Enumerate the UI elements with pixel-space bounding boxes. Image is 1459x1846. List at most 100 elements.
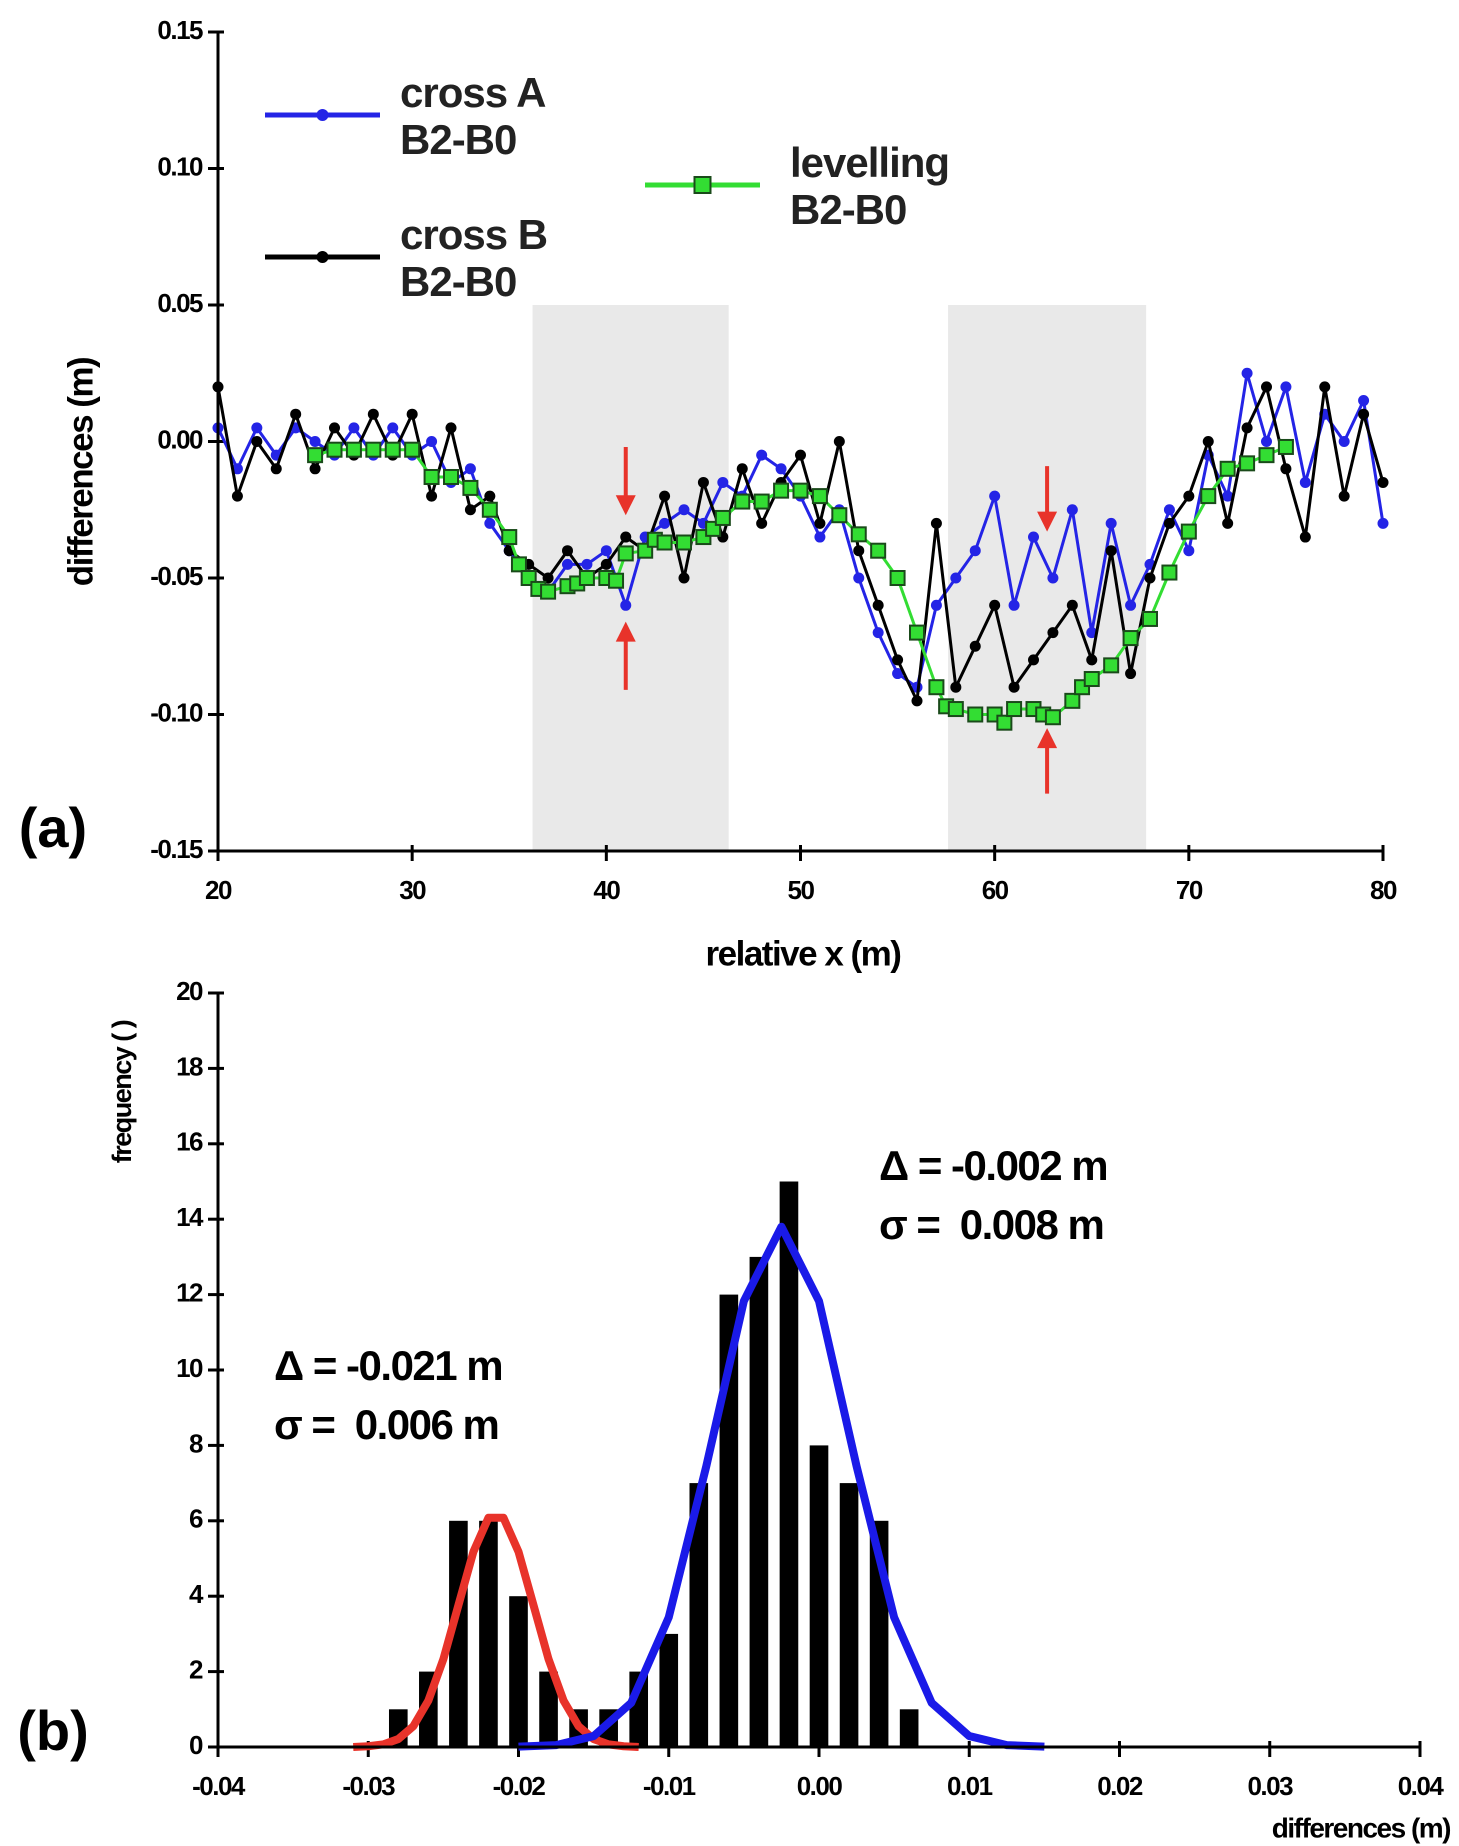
marker [251,436,263,447]
marker [1044,709,1061,726]
marker [1064,692,1081,709]
marker [540,583,557,600]
marker [676,534,692,551]
marker [1083,671,1100,688]
marker [309,436,321,447]
marker [620,599,632,611]
marker [426,436,438,447]
y-tick-label: 14 [176,1202,204,1232]
y-tick-label: 0.15 [157,15,203,45]
marker [290,408,302,420]
marker [510,556,527,573]
marker [1241,367,1253,379]
y-tick-label: 20 [176,976,203,1006]
marker [1066,504,1078,516]
marker [753,493,770,510]
histogram-bar [689,1483,709,1747]
marker [1086,654,1098,666]
marker [1105,517,1117,529]
y-tick-label: 18 [176,1051,203,1081]
histogram-bar [539,1671,558,1747]
marker [792,482,809,499]
annotation: Δ = -0.021 m [274,1342,502,1389]
histogram-bar [809,1445,829,1747]
marker [892,668,904,680]
marker [1219,460,1236,477]
marker [911,695,923,707]
marker [387,422,399,434]
x-tick-label: -0.01 [643,1771,696,1801]
marker [600,558,612,570]
shaded-region [532,305,729,851]
marker [989,599,1001,611]
marker [756,449,768,461]
marker [756,517,768,529]
y-tick-label: -0.15 [150,834,203,864]
marker [1338,436,1350,447]
series-line [216,372,1385,690]
y-tick-label: 10 [176,1353,203,1383]
marker [326,441,343,458]
x-tick-label: 40 [593,875,620,905]
marker [892,654,904,666]
marker [1358,395,1370,407]
histogram-bar [749,1256,769,1747]
marker [1299,476,1311,488]
marker [484,517,496,529]
marker [872,627,884,639]
y-axis-title: differences (m) [61,358,100,586]
x-tick-label: 70 [1176,875,1203,905]
marker [717,476,729,488]
marker [928,679,945,696]
marker [969,545,981,557]
y-tick-label: 0.05 [157,288,203,318]
y-tick-label: 12 [176,1277,203,1307]
histogram-bar [779,1181,799,1747]
arrow-head [615,621,636,642]
x-tick-label: 60 [982,875,1009,905]
x-tick-label: 0.01 [947,1771,993,1801]
marker [406,408,418,420]
marker [656,534,673,551]
marker [659,517,671,529]
marker [833,436,845,447]
y-tick-label: 6 [189,1504,203,1534]
marker [464,504,476,516]
marker [329,422,340,434]
x-axis-title: differences (m) [1272,1812,1450,1843]
marker [870,542,887,559]
marker [462,479,479,496]
marker [1008,599,1020,611]
y-tick-label: 0.10 [157,151,203,181]
marker [445,422,457,434]
fit-curve [518,1222,1045,1751]
marker [814,531,826,543]
histogram-bar [839,1483,859,1747]
marker [930,599,942,611]
marker [1183,545,1195,557]
marker [1125,599,1137,611]
legend-marker [316,251,329,263]
marker [697,476,709,488]
marker [678,504,690,516]
y-tick-label: -0.05 [150,561,203,591]
marker [307,447,324,464]
marker [345,441,362,458]
y-axis-title: frequency ( ) [107,1020,137,1163]
x-tick-label: -0.04 [192,1771,246,1801]
marker [309,463,321,475]
legend-label: cross A B2-B0 [400,69,547,163]
marker [1028,531,1039,543]
marker [367,408,379,420]
marker [1299,531,1311,543]
marker [853,572,865,584]
marker [620,531,632,543]
marker [1163,504,1175,516]
marker [1103,657,1120,674]
marker [1222,490,1234,502]
marker [811,488,828,505]
marker [1241,422,1253,434]
annotation: σ = 0.006 m [274,1401,498,1448]
legend-marker [316,109,329,121]
